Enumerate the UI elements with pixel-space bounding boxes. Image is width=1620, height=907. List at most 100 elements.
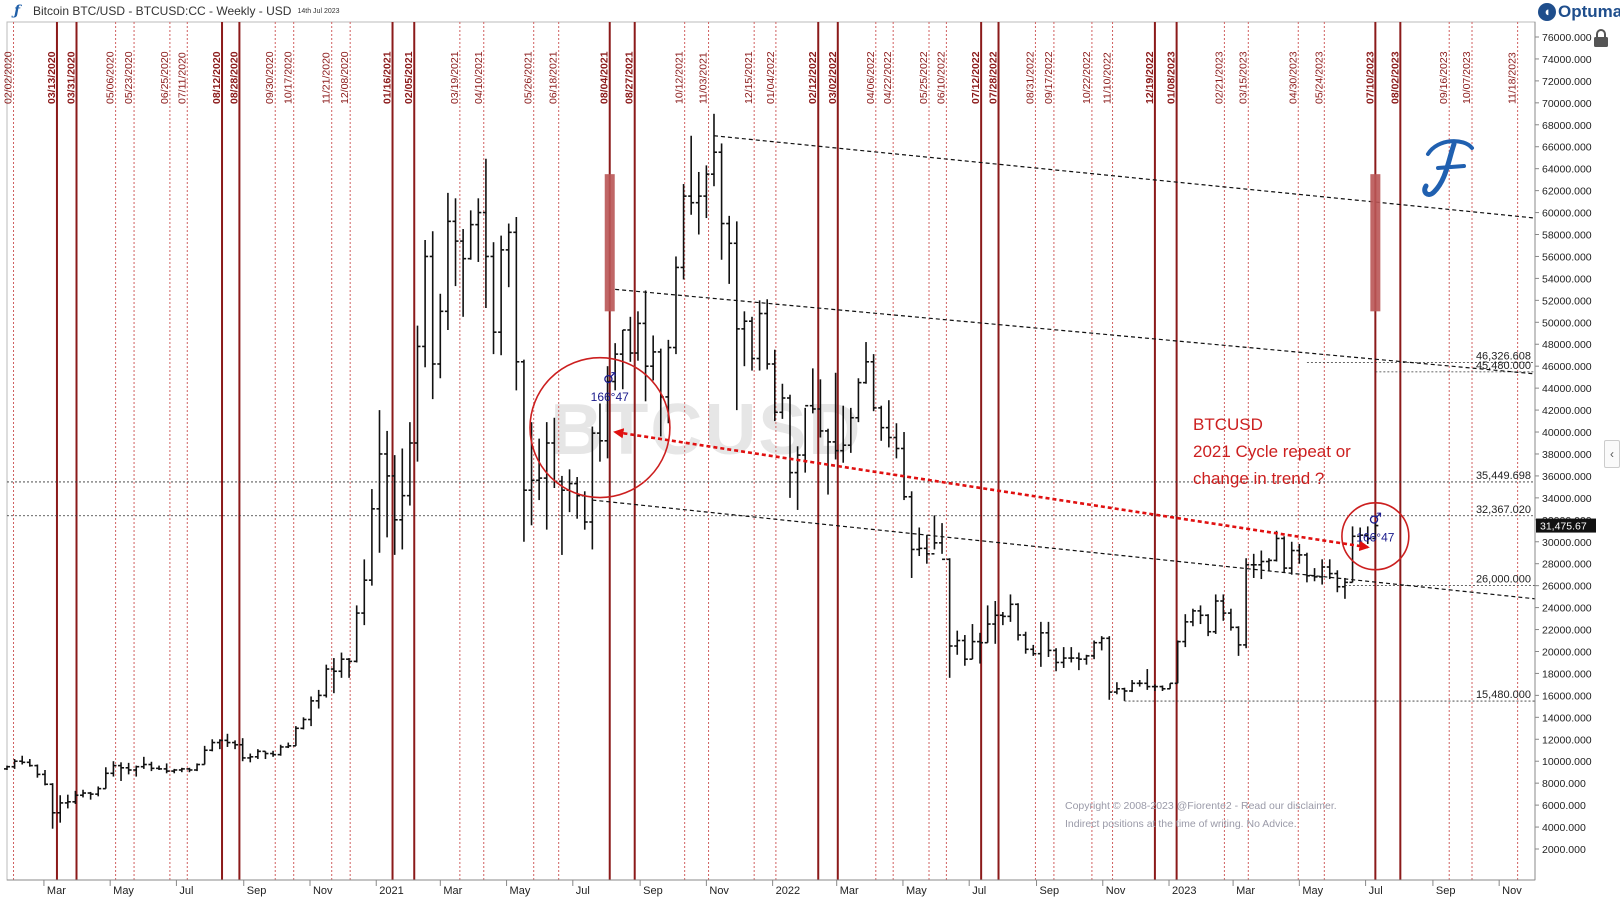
price-bar [72,790,79,805]
cycle-date-label: 02/21/2023 [1213,51,1225,104]
cycle-arrow [613,428,1370,552]
price-bar [338,652,345,678]
price-bar [505,223,512,288]
price-bar [954,630,961,655]
y-tick-label: 36000.000 [1542,471,1592,483]
level-label: 46,326.608 [1476,351,1531,363]
price-bar [946,558,953,678]
cycle-date-label: 10/07/2023 [1461,51,1473,104]
price-bar [969,624,976,660]
y-tick-label: 8000.000 [1542,778,1586,790]
x-tick-label: Jul [1369,885,1383,897]
price-bar [665,339,672,424]
price-bar [688,135,695,215]
price-bar [543,422,550,530]
price-bar [961,635,968,666]
price-bar [239,738,246,762]
price-bar [1151,684,1158,691]
y-tick-label: 4000.000 [1542,822,1586,834]
annotation-line-3: change in trend ? [1193,469,1325,488]
price-bar [1265,558,1272,572]
cycle-date-label: 10/22/2022 [1081,51,1093,104]
x-tick-label: Jul [576,885,590,897]
price-bar [224,733,231,747]
cycle-date-label: 04/30/2023 [1287,51,1299,104]
cycle-date-label: 05/06/2020 [105,51,117,104]
price-bar [490,242,497,355]
cycle-date-label: 06/18/2021 [548,51,560,104]
price-bar [718,143,725,260]
price-bar [140,756,147,769]
copyright-notice: Copyright © 2008-2023 @Fiorente2 - Read … [1065,797,1337,833]
x-tick-label: Sep [247,885,267,897]
chevron-left-icon[interactable]: ‹ [1604,440,1620,468]
price-bar [1159,685,1166,691]
cycle-date-label: 04/06/2022 [865,51,877,104]
price-bar [148,761,155,772]
y-tick-label: 72000.000 [1542,76,1592,88]
cycle-date-label: 08/28/2020 [228,51,240,104]
price-bar [1037,621,1044,667]
price-bar [460,229,467,317]
price-bar [4,765,10,770]
level-label: 26,000.000 [1476,574,1531,586]
level-label: 45,480.000 [1476,360,1531,372]
price-bar [1182,614,1189,648]
price-bar [1045,621,1052,657]
annotation-line-1: BTCUSD [1193,415,1263,434]
price-bar [452,198,459,287]
y-tick-label: 70000.000 [1542,98,1592,110]
cycle-date-label: 08/04/2021 [599,51,611,104]
price-bar [558,475,565,555]
price-bar [1030,644,1037,656]
y-tick-label: 28000.000 [1542,559,1592,571]
cycle-date-label: 12/15/2021 [743,51,755,104]
price-bar [49,783,56,829]
y-tick-label: 20000.000 [1542,646,1592,658]
price-bar [361,559,368,626]
price-bar [855,378,862,423]
x-tick-label: Jul [972,885,986,897]
price-bar [809,368,816,414]
lock-icon[interactable] [1592,28,1610,48]
price-bar [376,410,383,553]
y-tick-label: 60000.000 [1542,208,1592,220]
price-bar [163,763,170,774]
last-price-label: 31,475.67 [1540,521,1587,533]
price-bar [1326,559,1333,580]
price-bar [634,311,641,361]
price-bar [34,764,41,778]
price-bar [270,750,277,757]
mars-symbol: ♂ [603,369,616,387]
price-bar [216,739,223,750]
price-bar [110,761,117,777]
x-tick-label: May [1302,885,1323,897]
price-bar [384,430,391,538]
price-bar [498,235,505,356]
price-bar [703,165,710,219]
price-bar [513,216,520,391]
price-bar [444,192,451,330]
price-bar [1091,640,1098,660]
cycle-date-label: 09/30/2020 [264,51,276,104]
price-bar [102,767,109,790]
price-bar [201,745,208,766]
trend-line [713,135,1536,219]
price-bar [1372,522,1379,540]
author-logo-icon [1422,139,1474,197]
cycle-date-label: 08/27/2021 [624,51,636,104]
y-tick-label: 42000.000 [1542,405,1592,417]
x-tick-label: 2021 [379,885,403,897]
x-tick-label: 2022 [776,885,800,897]
price-bar [1189,608,1196,627]
price-bar [695,171,702,235]
price-bar [733,221,740,411]
cycle-date-label: 05/23/2020 [123,51,135,104]
price-bar [1243,558,1250,649]
price-bar [437,293,444,379]
mars-symbol: ♂ [1369,510,1382,528]
price-bar [178,767,185,773]
price-bar [315,689,322,709]
price-bar [95,786,102,797]
y-tick-label: 38000.000 [1542,449,1592,461]
